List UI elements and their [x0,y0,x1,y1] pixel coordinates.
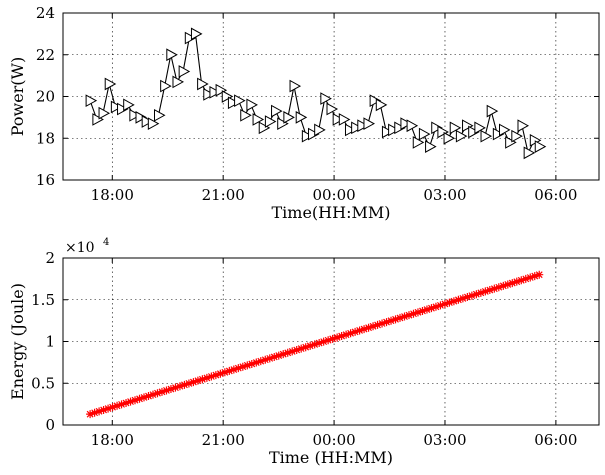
energy-y-multiplier-exponent: 4 [103,237,109,248]
energy-chart: 18:00 21:00 00:00 03:00 06:00 0 0.5 1 1.5 2 Time (… [8,237,599,467]
energy-y-axis-label: Energy (Joule) [8,283,27,400]
power-x-tick-label: 18:00 [91,186,134,204]
energy-x-tick-label: 18:00 [91,431,134,449]
energy-y-multiplier: ×10 [65,240,95,256]
power-y-tick-label: 22 [36,46,55,64]
power-x-tick-label: 21:00 [202,186,245,204]
power-y-tick-label: 18 [36,129,55,147]
energy-x-tick-label: 00:00 [312,431,355,449]
energy-y-tick-label: 0 [45,416,55,434]
power-y-tick-label: 20 [36,88,55,106]
energy-y-tick-label: 2 [45,249,55,267]
power-x-tick-label: 06:00 [534,186,577,204]
energy-x-tick-label: 03:00 [423,431,466,449]
power-x-tick-label: 00:00 [312,186,355,204]
energy-y-tick-label: 1 [45,333,55,351]
power-y-tick-label: 24 [36,4,55,22]
energy-x-tick-label: 06:00 [534,431,577,449]
power-x-tick-label: 03:00 [423,186,466,204]
energy-x-tick-label: 21:00 [202,431,245,449]
energy-y-tick-label: 0.5 [31,374,55,392]
power-x-axis-label: Time(HH:MM) [272,203,391,222]
power-y-axis-label: Power(W) [8,57,27,137]
power-chart: 18:00 21:00 00:00 03:00 06:00 16 18 20 22 24 Time(… [8,4,599,222]
energy-x-axis-label: Time (HH:MM) [269,448,393,467]
energy-y-tick-label: 1.5 [31,291,55,309]
energy-data-point [535,271,543,279]
power-y-tick-label: 16 [36,171,55,189]
